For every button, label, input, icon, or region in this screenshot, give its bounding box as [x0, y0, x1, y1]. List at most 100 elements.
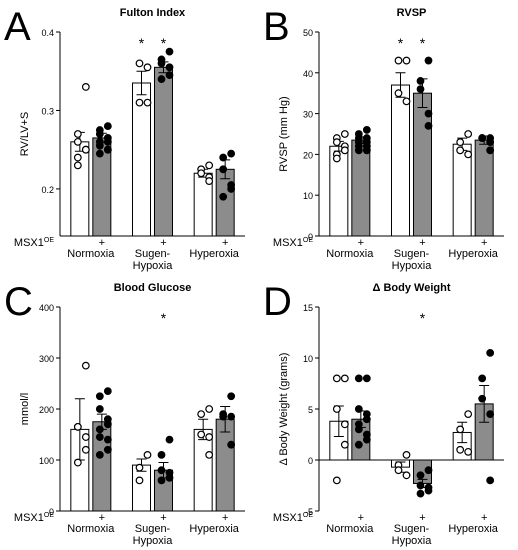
- group-marker: +: [222, 237, 228, 249]
- category-label: Sugen-Hypoxia: [392, 248, 433, 272]
- data-point: [73, 422, 82, 431]
- data-point: [354, 374, 363, 383]
- data-point: [81, 83, 90, 91]
- data-point: [197, 410, 206, 419]
- y-axis-label: RV/LV+S: [19, 112, 31, 157]
- panel-letter: C: [4, 280, 33, 324]
- y-tick-label: 50: [303, 28, 313, 38]
- y-tick-label: 400: [39, 303, 54, 313]
- data-point: [157, 75, 166, 83]
- data-point: [103, 387, 112, 396]
- data-point: [81, 445, 90, 454]
- data-point: [157, 476, 166, 485]
- group-label-sup: OE: [44, 237, 54, 244]
- group-marker: +: [99, 237, 105, 249]
- data-point: [135, 59, 144, 68]
- y-tick-label: 0: [49, 507, 54, 517]
- group-label-main: MSX1: [14, 237, 44, 249]
- data-point: [95, 405, 104, 413]
- group-marker: +: [481, 512, 487, 524]
- category-label: Normoxia: [67, 523, 115, 535]
- group-label-sup: OE: [303, 237, 313, 244]
- y-tick-label: 0.2: [41, 185, 54, 195]
- significance-star: *: [161, 35, 167, 51]
- y-tick-label: 40: [303, 69, 313, 79]
- group-label-main: MSX1: [14, 512, 44, 524]
- data-point: [340, 374, 349, 383]
- data-point: [157, 450, 166, 459]
- data-point: [143, 98, 152, 107]
- data-point: [332, 405, 341, 413]
- data-point: [143, 63, 152, 72]
- data-point: [354, 405, 363, 413]
- category-line: Hypoxia: [133, 535, 174, 547]
- y-tick-label: 30: [303, 110, 313, 120]
- panel-title: Fulton Index: [120, 7, 186, 19]
- data-point: [416, 77, 425, 85]
- category-line: Sugen-: [394, 523, 430, 535]
- data-point: [95, 392, 104, 401]
- data-point: [332, 476, 341, 485]
- group-label: MSX1OE: [14, 512, 54, 524]
- panel-title: Blood Glucose: [114, 282, 192, 294]
- data-point: [416, 471, 425, 480]
- data-point: [205, 161, 214, 170]
- significance-star: *: [398, 35, 404, 51]
- data-point: [340, 420, 349, 429]
- data-point: [227, 185, 236, 193]
- data-point: [205, 405, 214, 413]
- data-point: [456, 425, 465, 434]
- data-point: [197, 169, 206, 178]
- data-point: [340, 440, 349, 449]
- data-point: [464, 150, 473, 159]
- y-axis-label: Δ Body Weight (grams): [278, 353, 290, 466]
- data-point: [165, 473, 174, 482]
- y-tick-label: 20: [303, 150, 313, 160]
- category-line: Hypoxia: [392, 260, 433, 272]
- bar: [154, 66, 173, 237]
- data-point: [73, 137, 82, 146]
- data-point: [95, 425, 104, 434]
- data-point: [394, 466, 403, 475]
- data-point: [73, 130, 82, 138]
- category-label: Normoxia: [67, 248, 115, 260]
- data-point: [165, 63, 174, 72]
- error-bar: [479, 385, 490, 423]
- data-point: [205, 177, 214, 185]
- data-point: [135, 476, 144, 485]
- category-label: Hyperoxia: [189, 523, 239, 535]
- data-point: [416, 481, 425, 490]
- data-point: [165, 71, 174, 80]
- data-point: [424, 121, 433, 130]
- category-line: Sugen-: [394, 248, 430, 260]
- data-point: [362, 126, 371, 134]
- data-point: [464, 410, 473, 419]
- data-point: [103, 435, 112, 444]
- data-point: [81, 361, 90, 370]
- data-point: [340, 130, 349, 138]
- group-label-main: MSX1: [273, 512, 303, 524]
- data-point: [103, 122, 112, 131]
- panel: D Δ Body Weight Δ Body Weight (grams) -5 0 5 1…: [263, 280, 504, 547]
- data-point: [362, 374, 371, 383]
- bar: [351, 139, 371, 237]
- panel-letter: A: [4, 5, 31, 49]
- data-point: [402, 97, 411, 106]
- data-point: [478, 374, 487, 383]
- y-tick-label: 200: [39, 405, 54, 415]
- data-point: [103, 145, 112, 154]
- data-point: [95, 450, 104, 459]
- y-tick-label: 0: [308, 232, 313, 242]
- data-point: [197, 430, 206, 439]
- group-marker: +: [419, 512, 425, 524]
- group-label: MSX1OE: [273, 237, 313, 249]
- significance-star: *: [420, 310, 426, 326]
- y-tick-label: 100: [39, 456, 54, 466]
- significance-star: *: [161, 310, 167, 326]
- data-point: [332, 154, 341, 163]
- data-point: [394, 89, 403, 98]
- y-tick-label: 0.4: [41, 28, 54, 38]
- group-marker: +: [358, 237, 364, 249]
- bar: [132, 464, 151, 512]
- bar: [193, 428, 213, 512]
